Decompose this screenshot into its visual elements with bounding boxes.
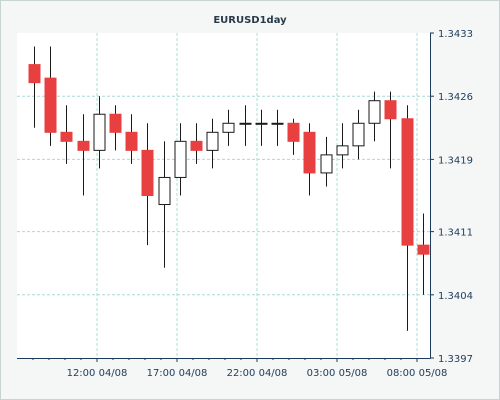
y-tick-label: 1.3411 xyxy=(438,228,473,239)
bull-candle-body xyxy=(352,122,365,147)
candle xyxy=(384,91,397,169)
bear-candle-body xyxy=(417,244,430,255)
bull-candle-body xyxy=(158,176,171,206)
bear-candle-body xyxy=(401,118,414,246)
bear-candle-body xyxy=(384,100,397,120)
candle xyxy=(125,114,138,164)
x-tick-label: 12:00 04/08 xyxy=(67,368,128,379)
y-tick-label: 1.3397 xyxy=(438,354,473,365)
x-tick-label: 17:00 04/08 xyxy=(147,368,208,379)
bull-candle-body xyxy=(255,122,268,125)
candle xyxy=(77,114,90,196)
bear-candle-body xyxy=(60,131,73,142)
candle xyxy=(28,46,41,128)
bull-candle-body xyxy=(239,122,252,125)
candle xyxy=(352,109,365,160)
bear-candle-body xyxy=(141,149,154,197)
candle xyxy=(303,123,316,196)
candle xyxy=(44,46,57,146)
bull-candle-body xyxy=(174,140,187,178)
bull-candle-body xyxy=(206,131,219,151)
candle xyxy=(255,109,268,146)
candle xyxy=(239,105,252,146)
candle xyxy=(109,105,122,151)
bull-candle-body xyxy=(368,100,381,124)
bear-candle-body xyxy=(28,64,41,84)
candles xyxy=(28,46,430,331)
bear-candle-body xyxy=(190,140,203,151)
candle xyxy=(141,123,154,246)
candle xyxy=(206,118,219,169)
candle xyxy=(401,105,414,331)
bear-candle-body xyxy=(287,122,300,142)
chart-title: EURUSD1day xyxy=(213,15,287,26)
x-axis-labels: 12:00 04/08 17:00 04/08 22:00 04/08 03:00 0… xyxy=(67,368,448,379)
candle xyxy=(287,118,300,155)
bull-candle-body xyxy=(93,113,106,151)
axes xyxy=(17,32,434,362)
y-tick-label: 1.3419 xyxy=(438,155,473,166)
y-tick-label: 1.3404 xyxy=(438,291,473,302)
candle xyxy=(190,123,203,164)
bear-candle-body xyxy=(77,140,90,151)
candle xyxy=(60,105,73,164)
x-tick-label: 08:00 05/08 xyxy=(387,368,448,379)
candle xyxy=(158,141,171,268)
candle xyxy=(93,96,106,169)
candle xyxy=(336,123,349,169)
bull-candle-body xyxy=(222,122,235,133)
bull-candle-body xyxy=(271,122,284,125)
bear-candle-body xyxy=(44,77,57,133)
bear-candle-body xyxy=(125,131,138,151)
y-axis-labels: 1.3433 1.3426 1.3419 1.3411 1.3404 1.3397 xyxy=(438,29,473,365)
candle xyxy=(368,91,381,142)
candle xyxy=(320,136,333,187)
candle xyxy=(417,213,430,295)
plot-area xyxy=(17,33,430,358)
x-tick-label: 22:00 04/08 xyxy=(227,368,288,379)
grid-lines xyxy=(17,33,430,358)
candle xyxy=(222,109,235,146)
bear-candle-body xyxy=(109,113,122,133)
x-tick-label: 03:00 05/08 xyxy=(307,368,368,379)
y-tick-label: 1.3433 xyxy=(438,29,473,40)
bear-candle-body xyxy=(303,131,316,174)
candle xyxy=(271,109,284,146)
bull-candle-body xyxy=(320,154,333,174)
y-tick-label: 1.3426 xyxy=(438,92,473,103)
bull-candle-body xyxy=(336,145,349,156)
candle xyxy=(174,123,187,196)
